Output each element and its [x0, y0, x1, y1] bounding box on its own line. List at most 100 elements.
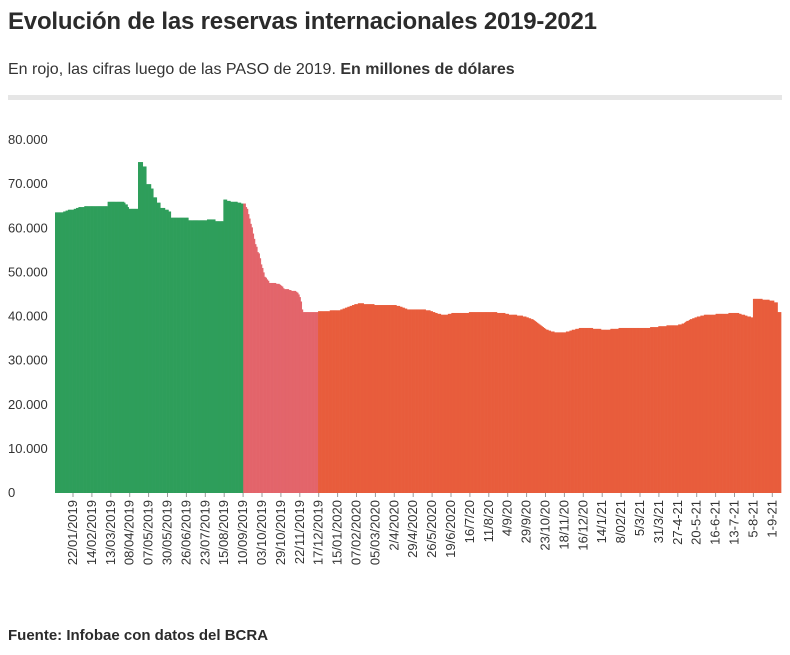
bar	[194, 220, 196, 493]
bar	[751, 317, 754, 493]
bar	[334, 310, 336, 493]
bar	[174, 217, 176, 493]
bar	[744, 315, 747, 493]
bar	[70, 209, 72, 493]
bar	[387, 305, 389, 493]
y-tick-label: 0	[8, 485, 15, 500]
bar	[547, 329, 549, 493]
bar	[226, 200, 229, 493]
bar	[140, 162, 142, 493]
bar	[278, 283, 280, 493]
x-tick-label: 07/05/2019	[141, 500, 156, 565]
bar	[156, 202, 159, 493]
bar	[427, 310, 430, 493]
bar	[112, 201, 114, 493]
bar	[56, 212, 58, 493]
bar	[655, 327, 658, 493]
bar	[752, 298, 755, 493]
bar	[544, 328, 547, 493]
bar	[731, 312, 734, 493]
bar	[701, 315, 704, 493]
y-tick-label: 10.000	[8, 441, 48, 456]
subtitle-units: En millones de dólares	[340, 61, 515, 78]
bar	[130, 208, 133, 493]
bar	[84, 206, 86, 493]
bar	[252, 233, 255, 494]
bar	[482, 312, 485, 493]
bar	[715, 313, 718, 493]
bar	[187, 217, 189, 493]
bar	[221, 221, 223, 493]
bar	[605, 329, 608, 493]
bar	[598, 328, 601, 493]
bar	[458, 312, 460, 493]
bar	[771, 300, 774, 493]
bar	[264, 276, 266, 493]
bar	[57, 212, 59, 493]
bar	[637, 327, 639, 493]
bar	[719, 313, 721, 493]
bar	[579, 327, 582, 493]
bar	[778, 312, 781, 493]
bar	[627, 327, 630, 493]
bar	[188, 220, 190, 493]
bar	[150, 188, 153, 493]
bar	[415, 309, 417, 493]
bar	[682, 323, 685, 493]
bar	[484, 312, 486, 493]
x-tick-label: 03/10/2019	[254, 500, 269, 565]
bar	[513, 314, 515, 493]
bar	[498, 312, 500, 493]
bar	[717, 313, 720, 493]
bar	[597, 328, 599, 493]
y-tick-label: 40.000	[8, 309, 48, 324]
bar	[210, 219, 213, 493]
bar	[562, 332, 564, 493]
bar	[181, 217, 183, 493]
bar	[108, 201, 111, 493]
bar	[270, 282, 272, 493]
x-tick-label: 1-9-21	[764, 500, 779, 538]
bar	[236, 201, 238, 493]
bar	[548, 330, 550, 493]
bar	[176, 217, 179, 493]
bar	[463, 312, 465, 493]
bar	[198, 220, 201, 493]
bar	[313, 312, 315, 493]
bar	[624, 327, 626, 493]
bar	[438, 313, 440, 493]
bar	[625, 327, 628, 493]
bar	[224, 199, 227, 493]
bar	[650, 327, 652, 493]
bar	[320, 311, 322, 493]
bar	[80, 207, 83, 493]
x-tick-label: 16-6-21	[708, 500, 723, 545]
x-axis: 22/01/2019 14/02/2019 13/03/2019 08/04/2019…	[65, 493, 779, 565]
bar	[300, 301, 303, 493]
source-label: Fuente:	[8, 627, 63, 644]
bar	[342, 308, 345, 493]
bar	[184, 217, 187, 493]
bar	[412, 309, 415, 493]
bar	[328, 311, 331, 493]
bar	[145, 166, 147, 493]
bar	[422, 309, 424, 493]
bar	[614, 328, 617, 493]
bar	[727, 313, 729, 493]
bar	[175, 217, 177, 493]
bar	[251, 227, 253, 493]
y-tick-label: 50.000	[8, 264, 48, 279]
bar	[148, 184, 151, 494]
x-tick-label: 15/08/2019	[216, 500, 231, 565]
y-tick-label: 60.000	[8, 220, 48, 235]
bar	[761, 298, 763, 493]
bar	[687, 320, 689, 493]
bar	[119, 201, 121, 493]
bar	[523, 316, 526, 493]
bar	[58, 212, 61, 493]
bar	[678, 324, 680, 493]
bar	[689, 319, 692, 493]
bar	[335, 310, 338, 493]
bar	[728, 312, 730, 493]
bar	[196, 220, 198, 493]
